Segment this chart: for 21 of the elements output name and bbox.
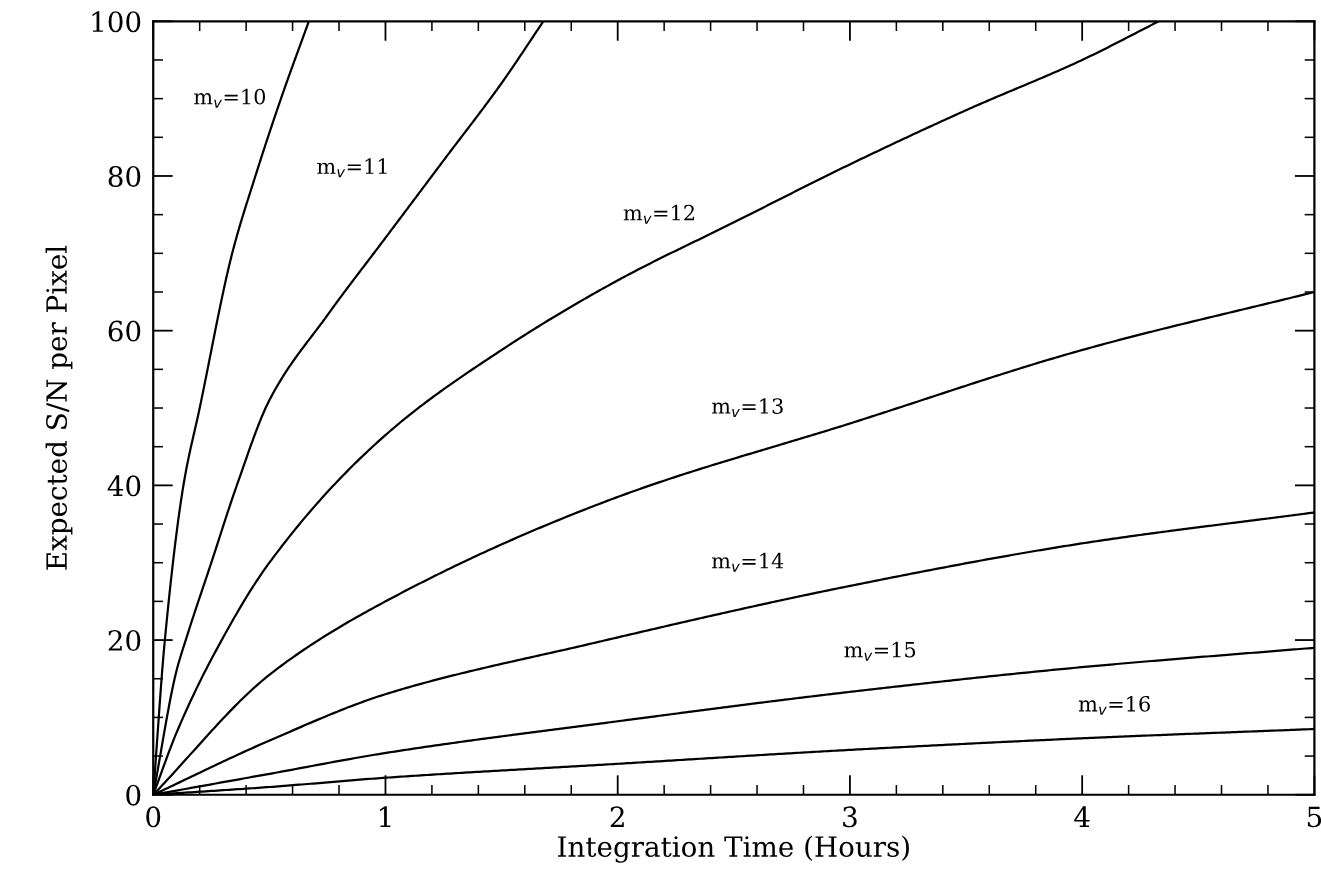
series-label: m$_{v}$=16 — [1078, 695, 1150, 715]
series-label: m$_{v}$=10 — [194, 88, 266, 108]
y-axis-title: Expected S/N per Pixel — [45, 245, 73, 570]
x-tick-label: 5 — [1307, 806, 1321, 828]
series-label: m$_{v}$=13 — [711, 398, 783, 418]
y-tick-label: 20 — [108, 630, 141, 652]
y-tick-label: 60 — [108, 320, 141, 342]
series-label: m$_{v}$=12 — [623, 204, 695, 224]
y-tick-label: 40 — [107, 475, 141, 497]
series-label: m$_{v}$=11 — [317, 158, 387, 178]
y-tick-label: 0 — [126, 784, 141, 806]
series-label: m$_{v}$=15 — [844, 641, 916, 661]
x-tick-label: 0 — [146, 806, 161, 828]
x-tick-label: 1 — [380, 806, 391, 827]
x-tick-label: 3 — [843, 806, 857, 828]
x-tick-label: 2 — [610, 806, 624, 827]
series-label: m$_{v}$=14 — [711, 552, 784, 572]
y-tick-label: 100 — [92, 11, 141, 33]
x-tick-label: 4 — [1074, 806, 1090, 827]
y-tick-label: 80 — [108, 165, 141, 187]
x-axis-title: Integration Time (Hours) — [558, 835, 909, 863]
